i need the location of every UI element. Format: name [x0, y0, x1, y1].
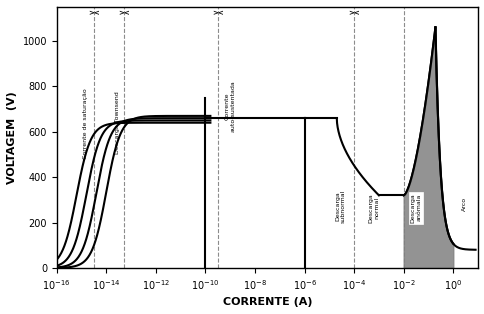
- Text: ><: ><: [88, 10, 100, 16]
- Text: Descarga Townsend: Descarga Townsend: [115, 92, 120, 154]
- Text: Corrente
auto-sustentada: Corrente auto-sustentada: [225, 80, 235, 132]
- Text: ><: ><: [212, 10, 223, 16]
- Text: Descarga
normal: Descarga normal: [368, 193, 378, 223]
- Text: Descarga
subnormal: Descarga subnormal: [334, 189, 345, 223]
- Text: Descarga
anômala: Descarga anômala: [410, 193, 421, 223]
- Text: Corrente de saturação: Corrente de saturação: [83, 88, 88, 159]
- Text: ><: ><: [348, 10, 359, 16]
- Text: Arco: Arco: [461, 197, 466, 211]
- Text: ><: ><: [118, 10, 129, 16]
- Y-axis label: VOLTAGEM  (V): VOLTAGEM (V): [7, 91, 17, 184]
- X-axis label: CORRENTE (A): CORRENTE (A): [222, 297, 312, 307]
